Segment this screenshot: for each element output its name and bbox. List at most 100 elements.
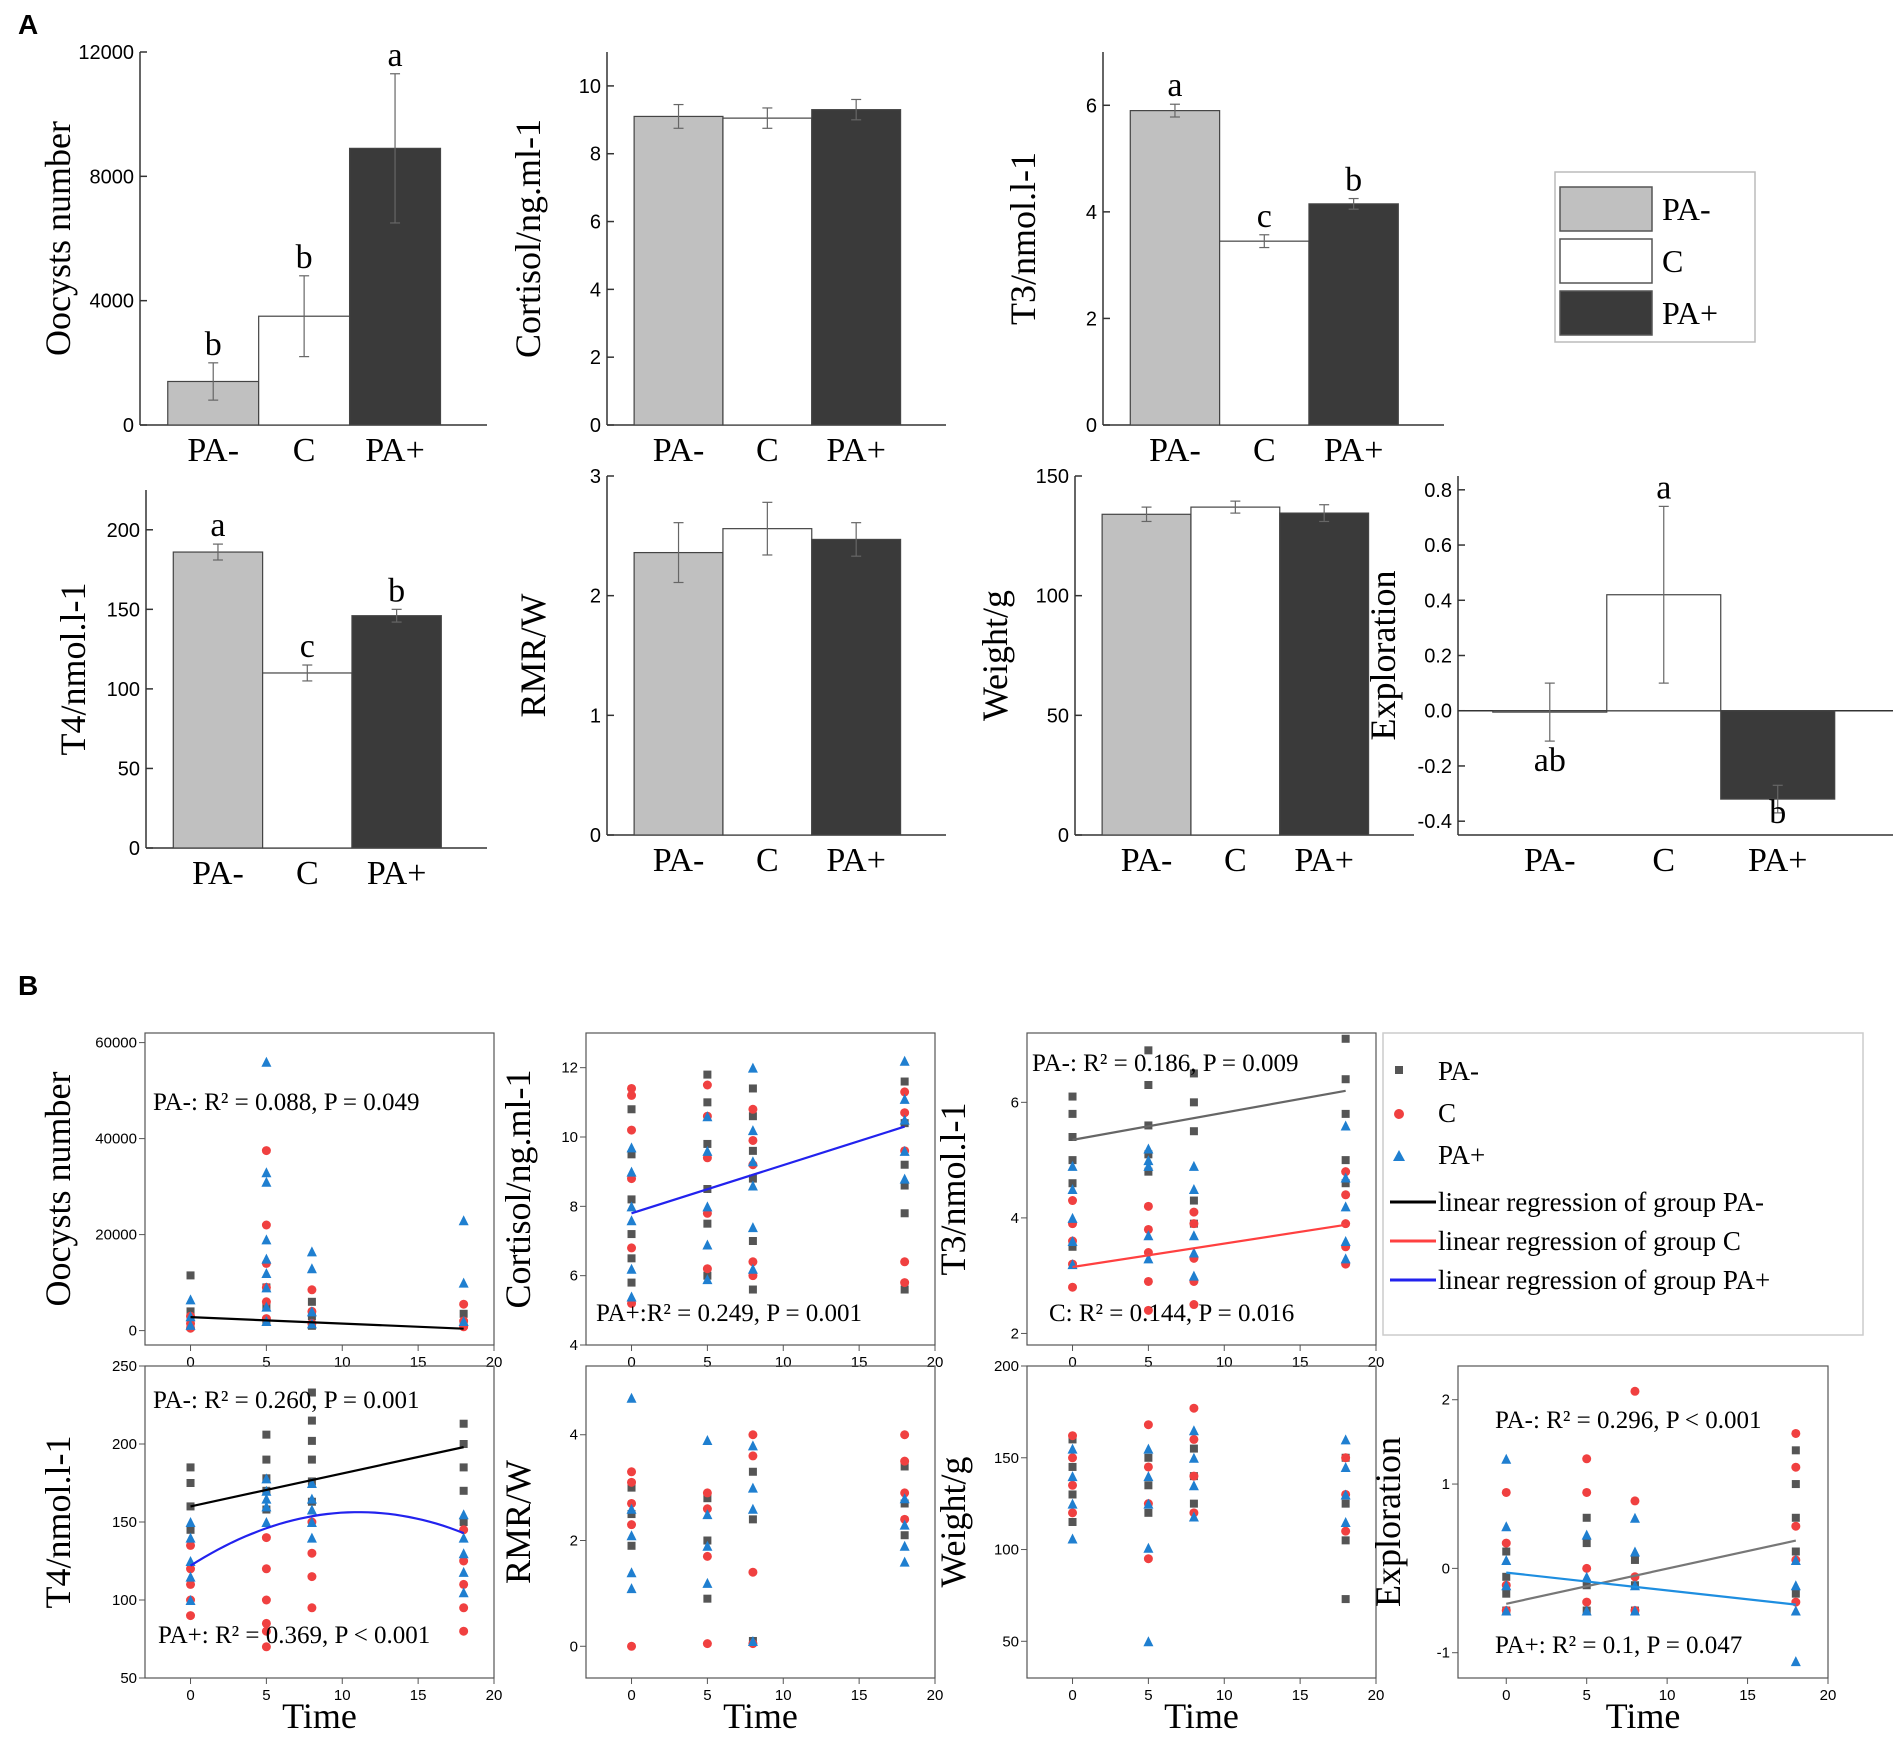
point-pa-minus [1068,1518,1077,1526]
point-pa-plus [1143,1155,1154,1166]
point-pa-minus [459,1518,468,1526]
bar-c [722,117,813,426]
y-tick-label: 4 [590,279,601,301]
b-oocysts-chart: 0 5 10 15 20 0 20000 40000 60000 PA-: R² = 0.088,… [38,1032,502,1371]
significance-letter: a [387,37,402,74]
point-pa-plus [1067,1212,1078,1223]
bar-c [722,528,813,836]
point-pa-minus [627,1254,636,1263]
point-pa-plus [1340,1172,1351,1183]
x-tick-label: 20 [1820,1687,1837,1704]
y-tick-label: 0 [590,825,601,847]
y-tick-label: 6 [590,212,601,234]
x-tick-label: 15 [410,1354,427,1371]
x-axis-title: Time [282,1696,357,1736]
point-c [1341,1453,1351,1463]
category-label: PA- [1121,842,1173,879]
point-pa-minus [703,1070,712,1079]
fit-line-paplus [631,1125,905,1215]
point-pa-plus [458,1548,469,1559]
stat-annotation: PA-: R² = 0.296, P < 0.001 [1495,1407,1762,1434]
point-c [1143,1420,1153,1430]
category-label: PA+ [1324,432,1384,469]
point-pa-plus [185,1595,196,1605]
plot-frame [1026,1365,1377,1679]
point-pa-minus [307,1455,316,1464]
point-pa-minus [459,1309,468,1318]
y-tick-label: 6 [1086,95,1097,117]
point-pa-plus [626,1263,637,1274]
significance-letter: b [1345,162,1362,199]
point-c [1341,1167,1351,1177]
y-tick-label: 2 [1086,308,1097,330]
point-pa-plus [1581,1529,1592,1540]
point-pa-minus [748,1112,757,1121]
x-tick-label: 0 [1068,1354,1076,1371]
y-tick-label: 12000 [78,42,134,64]
point-pa-minus [459,1440,468,1448]
y-axis-title: RMR/W [513,593,553,717]
point-pa-plus [306,1532,317,1543]
point-c [900,1087,910,1097]
point-pa-plus [1067,1236,1078,1246]
significance-letter: a [210,507,225,544]
point-pa-minus [459,1463,468,1472]
point-c [627,1243,637,1253]
point-pa-plus [1340,1201,1351,1212]
point-pa-minus [627,1541,636,1550]
point-c [900,1278,910,1288]
point-pa-plus [747,1503,758,1514]
y-tick-label: 1 [590,705,601,727]
y-axis-title: Weight/g [933,1456,973,1587]
point-pa-plus [1143,1542,1154,1553]
x-tick-label: 10 [1216,1687,1233,1704]
point-c [261,1220,271,1230]
legend-b-label-pa-plus: PA+ [1438,1140,1485,1170]
y-tick-label: 50 [120,1670,137,1687]
x-axis-title: Time [1164,1696,1239,1736]
point-pa-plus [702,1577,713,1588]
a-rmr-chart: 0 1 2 3 PA- C PA+ RMR/W [513,466,946,879]
point-pa-minus [262,1455,271,1464]
point-pa-plus [1581,1605,1592,1616]
significance-letter: c [1257,198,1272,235]
point-c [627,1520,637,1530]
point-c [1143,1224,1153,1234]
point-pa-plus [626,1392,637,1403]
category-label: PA+ [826,842,886,879]
point-c [1068,1431,1078,1441]
point-c [900,1430,910,1440]
point-pa-minus [1630,1555,1639,1564]
point-c [1791,1521,1801,1531]
point-pa-plus [261,1268,272,1278]
point-pa-plus [626,1215,637,1226]
y-tick-label: 8000 [90,166,135,188]
y-tick-label: 0 [123,415,134,437]
point-pa-minus [307,1388,316,1397]
point-pa-plus [261,1301,272,1312]
point-pa-minus [1068,1092,1077,1101]
category-label: PA- [187,432,239,469]
point-pa-minus [703,1594,712,1603]
y-tick-label: 100 [1036,586,1069,608]
point-pa-minus [1189,1196,1198,1205]
y-tick-label: 150 [107,599,140,621]
y-tick-label: 3 [590,466,601,488]
point-pa-minus [1502,1589,1511,1598]
point-pa-plus [458,1277,469,1288]
x-tick-label: 15 [851,1354,868,1371]
fit-line-paminus [190,1446,464,1508]
point-pa-plus [747,1062,758,1073]
b-t3-chart: 0 5 10 15 20 2 4 6 PA-: R² = 0.186, P = 0.009 C: … [933,1032,1384,1371]
y-tick-label: 4 [570,1427,578,1444]
point-pa-minus [1502,1572,1511,1581]
y-tick-label: 250 [112,1358,137,1375]
point-c [1582,1454,1592,1464]
point-c [1501,1487,1511,1497]
category-label: C [296,855,319,892]
x-tick-label: 0 [627,1687,635,1704]
point-pa-plus [747,1482,758,1493]
plot-frame [144,1032,495,1346]
point-pa-plus [747,1125,758,1136]
point-pa-plus [261,1167,272,1178]
